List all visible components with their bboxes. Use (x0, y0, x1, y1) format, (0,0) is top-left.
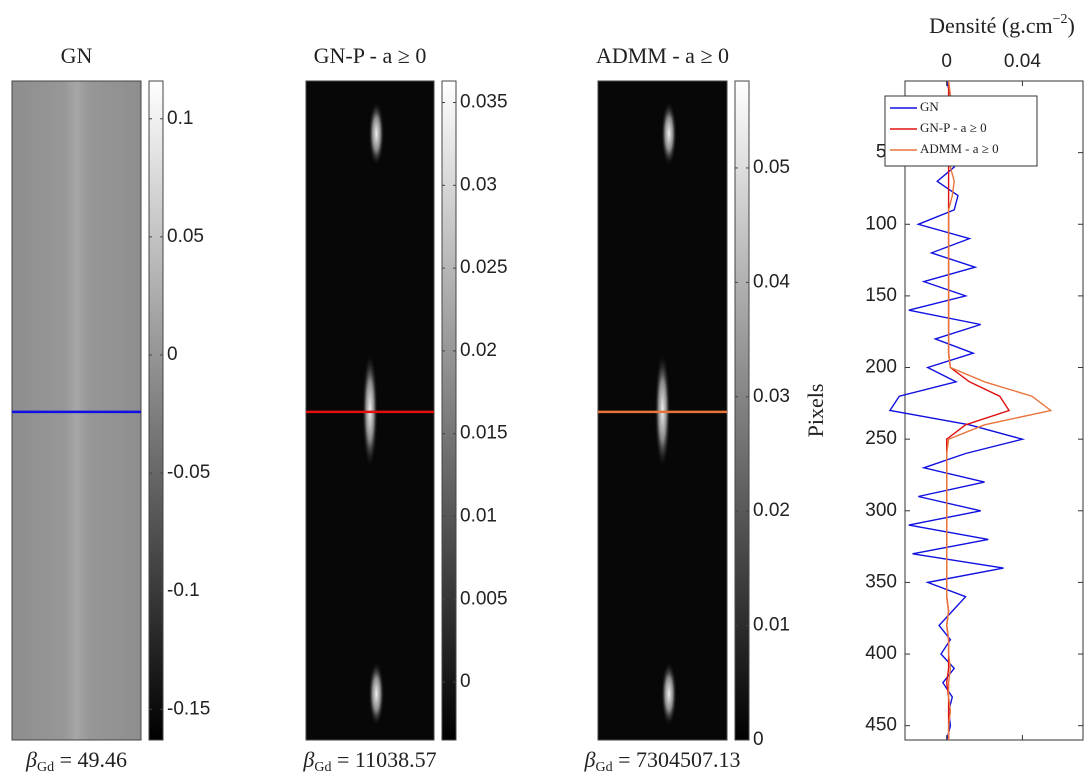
colorbar-tick-label: 0.03 (753, 386, 790, 407)
xlabel-symbol: β (583, 747, 595, 772)
colorbar-tick-label: 0.05 (753, 157, 790, 178)
colorbar-tick-label: 0.01 (753, 615, 790, 636)
colorbar-tick-label: 0.04 (753, 271, 790, 292)
xlabel-rest: = 7304507.13 (613, 747, 741, 772)
plot-area (904, 80, 1084, 741)
x-tick-label: 0.04 (1004, 51, 1041, 72)
y-tick-label: 400 (865, 643, 897, 664)
xlabel-sup: −2 (1053, 12, 1068, 27)
y-tick-label: 300 (865, 500, 897, 521)
xlabel-sub: Gd (37, 760, 54, 775)
colorbar-tick-label: 0 (460, 671, 471, 692)
image-feature (368, 100, 385, 167)
colorbar-tick-label: 0.02 (753, 500, 790, 521)
legend-label: GN-P - a ≥ 0 (920, 120, 987, 135)
x-axis-label: Densité (g.cm−2) (929, 12, 1075, 38)
y-tick-label: 150 (865, 285, 897, 306)
colorbar-tick-label: 0.1 (167, 108, 193, 129)
panel-xlabel: βGd = 11038.57 (302, 747, 436, 775)
colorbar-tick-label: 0.035 (460, 92, 508, 113)
colorbar-tick-label: -0.15 (167, 698, 210, 719)
y-tick-label: 350 (865, 571, 897, 592)
image-feature (654, 351, 671, 470)
colorbar-tick-label: 0 (753, 729, 764, 750)
colorbar-tick-label: -0.1 (167, 580, 200, 601)
series-line (945, 80, 1053, 740)
y-axis-label: Pixels (803, 384, 828, 438)
image-feature (368, 660, 385, 727)
image-feature (660, 660, 677, 727)
panel-xlabel: βGd = 49.46 (25, 747, 127, 775)
y-tick-label: 100 (865, 213, 897, 234)
image-feature (362, 351, 378, 470)
series-line (888, 80, 1026, 741)
panel-title: ADMM - a ≥ 0 (596, 43, 729, 68)
xlabel-text: Densité (g.cm (929, 13, 1052, 38)
xlabel-rest: = 49.46 (54, 747, 127, 772)
panel-title: GN-P - a ≥ 0 (314, 43, 427, 68)
colorbar-tick-label: 0.005 (460, 588, 508, 609)
y-tick-label: 200 (865, 357, 897, 378)
image (11, 80, 142, 741)
y-tick-label: 250 (865, 428, 897, 449)
colorbar-tick-label: 0.03 (460, 174, 497, 195)
colorbar-tick-label: 0 (167, 344, 178, 365)
colorbar (148, 80, 164, 741)
panel-xlabel: βGd = 7304507.13 (583, 747, 740, 775)
colorbar (734, 80, 750, 741)
colorbar-tick-label: 0.05 (167, 226, 204, 247)
x-tick-label: 0 (941, 51, 952, 72)
colorbar-tick-label: 0.02 (460, 340, 497, 361)
image-feature (660, 100, 677, 167)
colorbar-tick-label: 0.025 (460, 257, 508, 278)
colorbar (441, 80, 457, 741)
panel-title: GN (61, 43, 93, 68)
colorbar-tick-label: 0.01 (460, 505, 497, 526)
legend-label: GN (920, 99, 939, 114)
xlabel-sub: Gd (314, 760, 331, 775)
y-tick-label: 450 (865, 715, 897, 736)
colorbar-tick-label: -0.05 (167, 462, 210, 483)
colorbar-tick-label: 0.015 (460, 423, 508, 444)
xlabel-sub: Gd (595, 760, 612, 775)
xlabel-symbol: β (25, 747, 37, 772)
xlabel-end: ) (1067, 13, 1074, 38)
legend-label: ADMM - a ≥ 0 (920, 141, 999, 156)
xlabel-rest: = 11038.57 (332, 747, 437, 772)
xlabel-symbol: β (302, 747, 314, 772)
